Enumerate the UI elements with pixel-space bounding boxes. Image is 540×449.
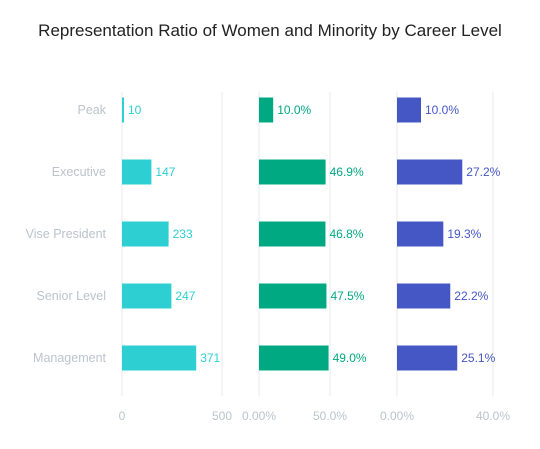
data-label: 27.2%: [466, 165, 500, 179]
category-label: Senior Level: [37, 289, 107, 303]
bar: [397, 221, 444, 247]
data-label: 147: [155, 165, 175, 179]
category-label: Management: [33, 351, 106, 365]
data-label: 233: [173, 227, 193, 241]
data-label: 47.5%: [330, 289, 364, 303]
data-label: 10.0%: [425, 103, 459, 117]
bar: [122, 97, 124, 123]
tick-label: 50.0%: [313, 409, 347, 423]
tick-label: 0.00%: [380, 409, 414, 423]
bar: [397, 345, 458, 371]
data-label: 19.3%: [447, 227, 481, 241]
bar: [122, 345, 197, 371]
data-label: 46.8%: [329, 227, 363, 241]
bar: [122, 283, 172, 309]
data-label: 10: [128, 103, 142, 117]
bar: [259, 159, 326, 185]
tick-label: 0: [119, 409, 126, 423]
tick-label: 0.00%: [242, 409, 276, 423]
tick-label: 500: [212, 409, 232, 423]
data-label: 247: [175, 289, 195, 303]
category-label: Vise President: [26, 227, 107, 241]
bar: [259, 283, 327, 309]
data-label: 25.1%: [461, 351, 495, 365]
bar: [397, 283, 451, 309]
bar: [397, 159, 463, 185]
bar: [259, 221, 326, 247]
tick-label: 40.0%: [476, 409, 510, 423]
data-label: 49.0%: [333, 351, 367, 365]
bar: [122, 221, 169, 247]
bar: [122, 159, 152, 185]
bar: [259, 97, 274, 123]
bar: [259, 345, 329, 371]
category-label: Peak: [78, 103, 107, 117]
category-label: Executive: [52, 165, 106, 179]
data-label: 371: [200, 351, 220, 365]
data-label: 46.9%: [330, 165, 364, 179]
data-label: 22.2%: [454, 289, 488, 303]
chart-title: Representation Ratio of Women and Minori…: [38, 21, 502, 40]
data-label: 10.0%: [277, 103, 311, 117]
bar: [397, 97, 421, 123]
